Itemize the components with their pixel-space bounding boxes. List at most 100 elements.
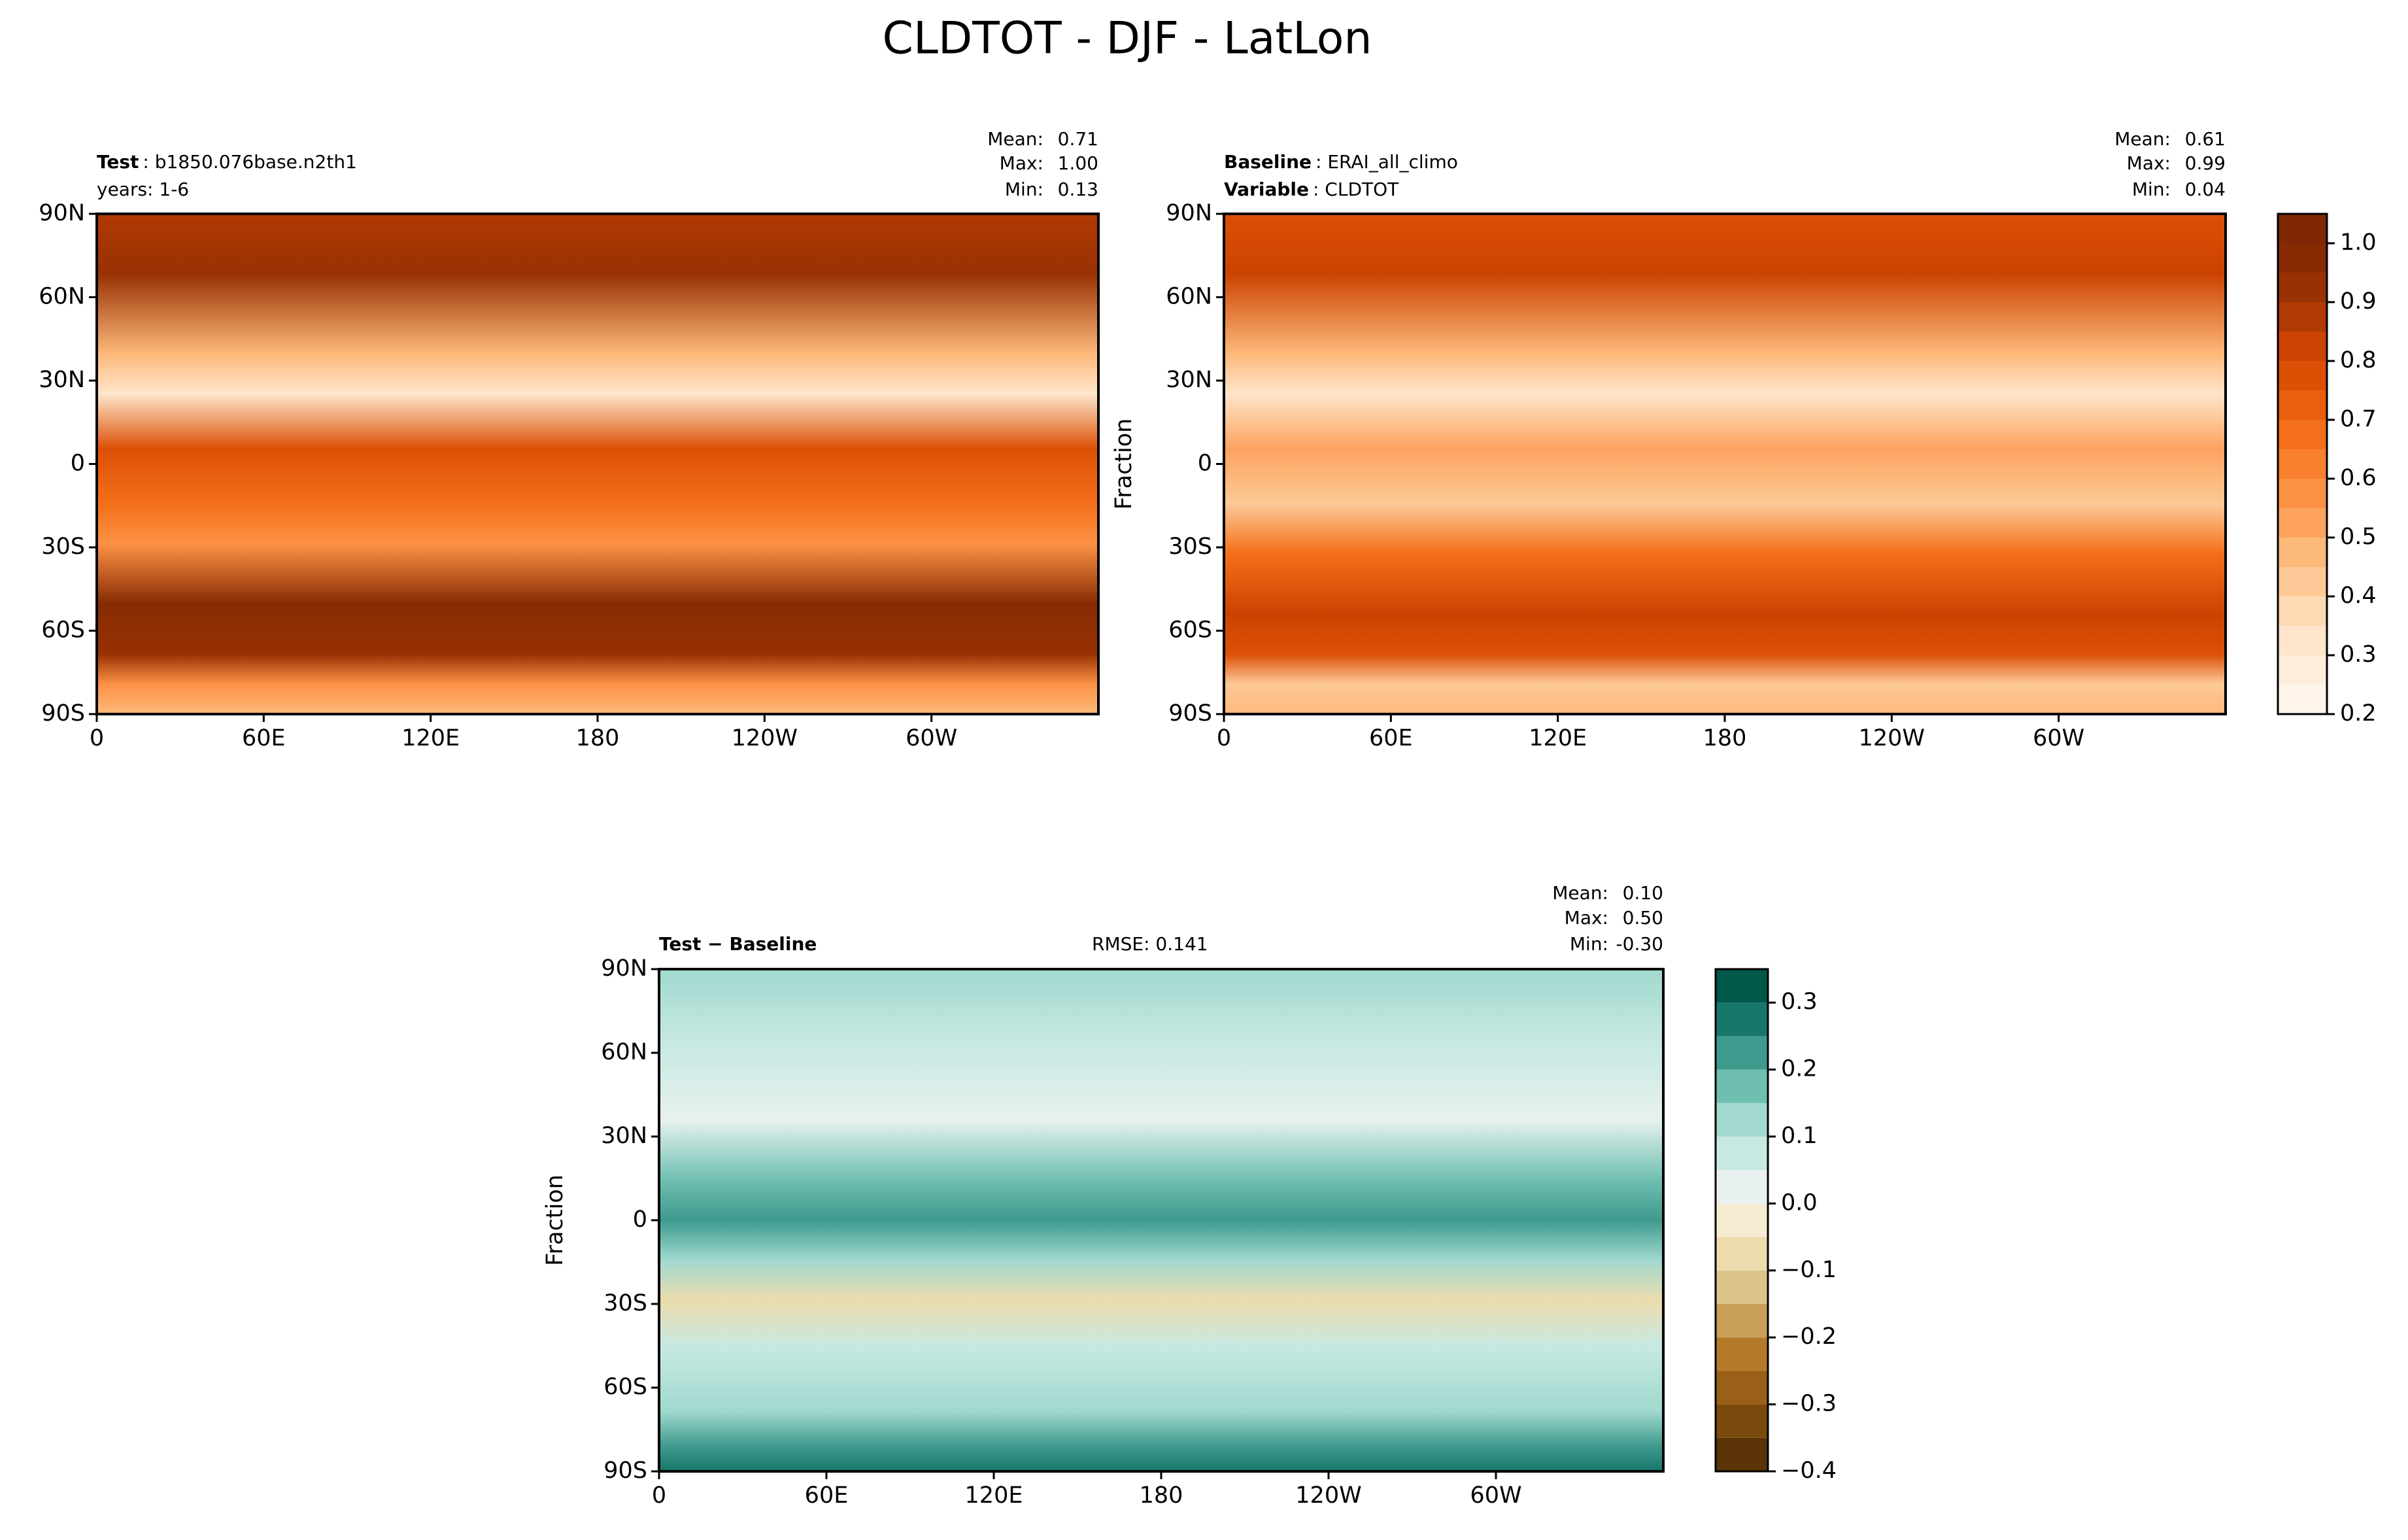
colorbar-band bbox=[1716, 1002, 1768, 1036]
stat-value: 0.50 bbox=[1623, 907, 1663, 929]
y-tick-label: 60N bbox=[1166, 284, 1212, 310]
stat-name: Max: bbox=[1565, 907, 1608, 929]
x-tick-label: 120W bbox=[732, 725, 798, 751]
y-tick-label: 90S bbox=[41, 700, 85, 727]
stat-name: Min: bbox=[1570, 933, 1608, 955]
info-key: Baseline bbox=[1224, 151, 1312, 173]
colorbar-tick-label: 0.5 bbox=[2340, 524, 2377, 550]
x-tick-label: 120E bbox=[965, 1482, 1023, 1509]
figure-title: CLDTOT - DJF - LatLon bbox=[883, 13, 1372, 65]
stat-value: 0.04 bbox=[2185, 179, 2226, 200]
map-field bbox=[97, 214, 1098, 714]
colorbar-frame bbox=[2277, 213, 2328, 715]
info-note: years: 1-6 bbox=[97, 179, 189, 200]
y-tick-label: 30S bbox=[41, 534, 85, 560]
colorbar-band bbox=[1716, 1103, 1768, 1137]
colorbar-band bbox=[2278, 538, 2327, 567]
colorbar-band bbox=[2278, 420, 2327, 449]
colorbar-tick-label: 0.7 bbox=[2340, 406, 2377, 432]
stat-value: 0.61 bbox=[2185, 128, 2226, 150]
colorbar-tick-label: 0.0 bbox=[1781, 1189, 1818, 1216]
y-tick-label: 60S bbox=[603, 1374, 647, 1400]
y-tick-label: 0 bbox=[633, 1206, 647, 1233]
x-tick-label: 120W bbox=[1295, 1482, 1361, 1509]
info-value: : CLDTOT bbox=[1313, 179, 1399, 200]
colorbar-band bbox=[2278, 332, 2327, 361]
colorbar-band bbox=[1716, 1069, 1768, 1103]
y-tick-label: 60S bbox=[41, 617, 85, 643]
colorbar-band bbox=[2278, 361, 2327, 390]
y-tick-label: 60S bbox=[1168, 617, 1212, 643]
colorbar-band bbox=[1716, 1036, 1768, 1070]
colorbar-band bbox=[1716, 969, 1768, 1003]
colorbar-tick-label: 0.9 bbox=[2340, 288, 2377, 315]
x-tick-label: 60E bbox=[1369, 725, 1413, 751]
map-field bbox=[659, 969, 1663, 1471]
y-tick-label: 60N bbox=[601, 1039, 647, 1065]
x-tick-label: 60E bbox=[805, 1482, 849, 1509]
colorbar-band bbox=[2278, 626, 2327, 655]
colorbar-band bbox=[1716, 1404, 1768, 1438]
colorbar-band bbox=[1716, 1170, 1768, 1204]
colorbar-band bbox=[2278, 479, 2327, 508]
map-field bbox=[1224, 214, 2226, 714]
x-tick-label: 180 bbox=[1140, 1482, 1183, 1509]
info-key: Test bbox=[97, 151, 139, 173]
colorbar-tick-label: 0.1 bbox=[1781, 1123, 1818, 1149]
colorbar-tick-label: 0.3 bbox=[1781, 989, 1818, 1015]
info-value: : ERAI_all_climo bbox=[1315, 151, 1458, 173]
y-axis-label: Fraction bbox=[1111, 419, 1137, 510]
colorbar-band bbox=[2278, 214, 2327, 243]
colorbar-tick-label: 0.8 bbox=[2340, 347, 2377, 373]
stat-value: -0.30 bbox=[1616, 933, 1663, 955]
colorbar-band bbox=[1716, 1371, 1768, 1405]
y-tick-label: 90N bbox=[39, 200, 85, 226]
stat-name: Max: bbox=[2127, 152, 2171, 174]
colorbar-band bbox=[2278, 596, 2327, 626]
colorbar-tick-label: 1.0 bbox=[2340, 230, 2377, 256]
stat-name: Mean: bbox=[2114, 128, 2171, 150]
colorbar-tick-label: 0.3 bbox=[2340, 642, 2377, 668]
info-value: : b1850.076base.n2th1 bbox=[143, 151, 356, 173]
y-tick-label: 30N bbox=[39, 367, 85, 393]
y-tick-label: 90N bbox=[1166, 200, 1212, 226]
x-tick-label: 60W bbox=[906, 725, 957, 751]
stat-value: 0.13 bbox=[1058, 179, 1098, 200]
stat-value: 1.00 bbox=[1058, 152, 1098, 174]
y-tick-label: 30N bbox=[1166, 367, 1212, 393]
colorbar-band bbox=[2278, 243, 2327, 273]
colorbar-band bbox=[1716, 1437, 1768, 1471]
x-tick-label: 120E bbox=[401, 725, 460, 751]
stat-name: Max: bbox=[1000, 152, 1043, 174]
stat-value: 0.99 bbox=[2185, 152, 2226, 174]
colorbar-band bbox=[1716, 1237, 1768, 1271]
x-tick-label: 120W bbox=[1859, 725, 1925, 751]
colorbar-band bbox=[1716, 1304, 1768, 1338]
info-key: Variable bbox=[1224, 179, 1309, 200]
x-tick-label: 120E bbox=[1529, 725, 1587, 751]
x-tick-label: 60W bbox=[2033, 725, 2084, 751]
colorbar-band bbox=[2278, 508, 2327, 538]
colorbar-tick-label: −0.1 bbox=[1781, 1257, 1837, 1283]
y-tick-label: 30S bbox=[603, 1290, 647, 1316]
colorbar-band bbox=[2278, 390, 2327, 420]
stat-value: 0.71 bbox=[1058, 128, 1098, 150]
stat-name: Mean: bbox=[987, 128, 1043, 150]
colorbar-tick-label: −0.3 bbox=[1781, 1391, 1837, 1417]
y-tick-label: 90N bbox=[601, 955, 647, 982]
y-tick-label: 90S bbox=[603, 1458, 647, 1484]
colorbar-band bbox=[2278, 685, 2327, 714]
y-axis-label: Fraction bbox=[542, 1174, 568, 1266]
colorbar-tick-label: −0.4 bbox=[1781, 1458, 1837, 1484]
colorbar-band bbox=[1716, 1203, 1768, 1237]
x-tick-label: 60W bbox=[1470, 1482, 1521, 1509]
colorbar-tick-label: 0.6 bbox=[2340, 465, 2377, 491]
colorbar-band bbox=[1716, 1137, 1768, 1171]
stat-value: 0.10 bbox=[1623, 882, 1663, 904]
colorbar-band bbox=[2278, 655, 2327, 685]
colorbar-frame bbox=[1714, 968, 1769, 1473]
x-tick-label: 180 bbox=[1703, 725, 1747, 751]
colorbar-band bbox=[2278, 449, 2327, 479]
y-tick-label: 60N bbox=[39, 284, 85, 310]
